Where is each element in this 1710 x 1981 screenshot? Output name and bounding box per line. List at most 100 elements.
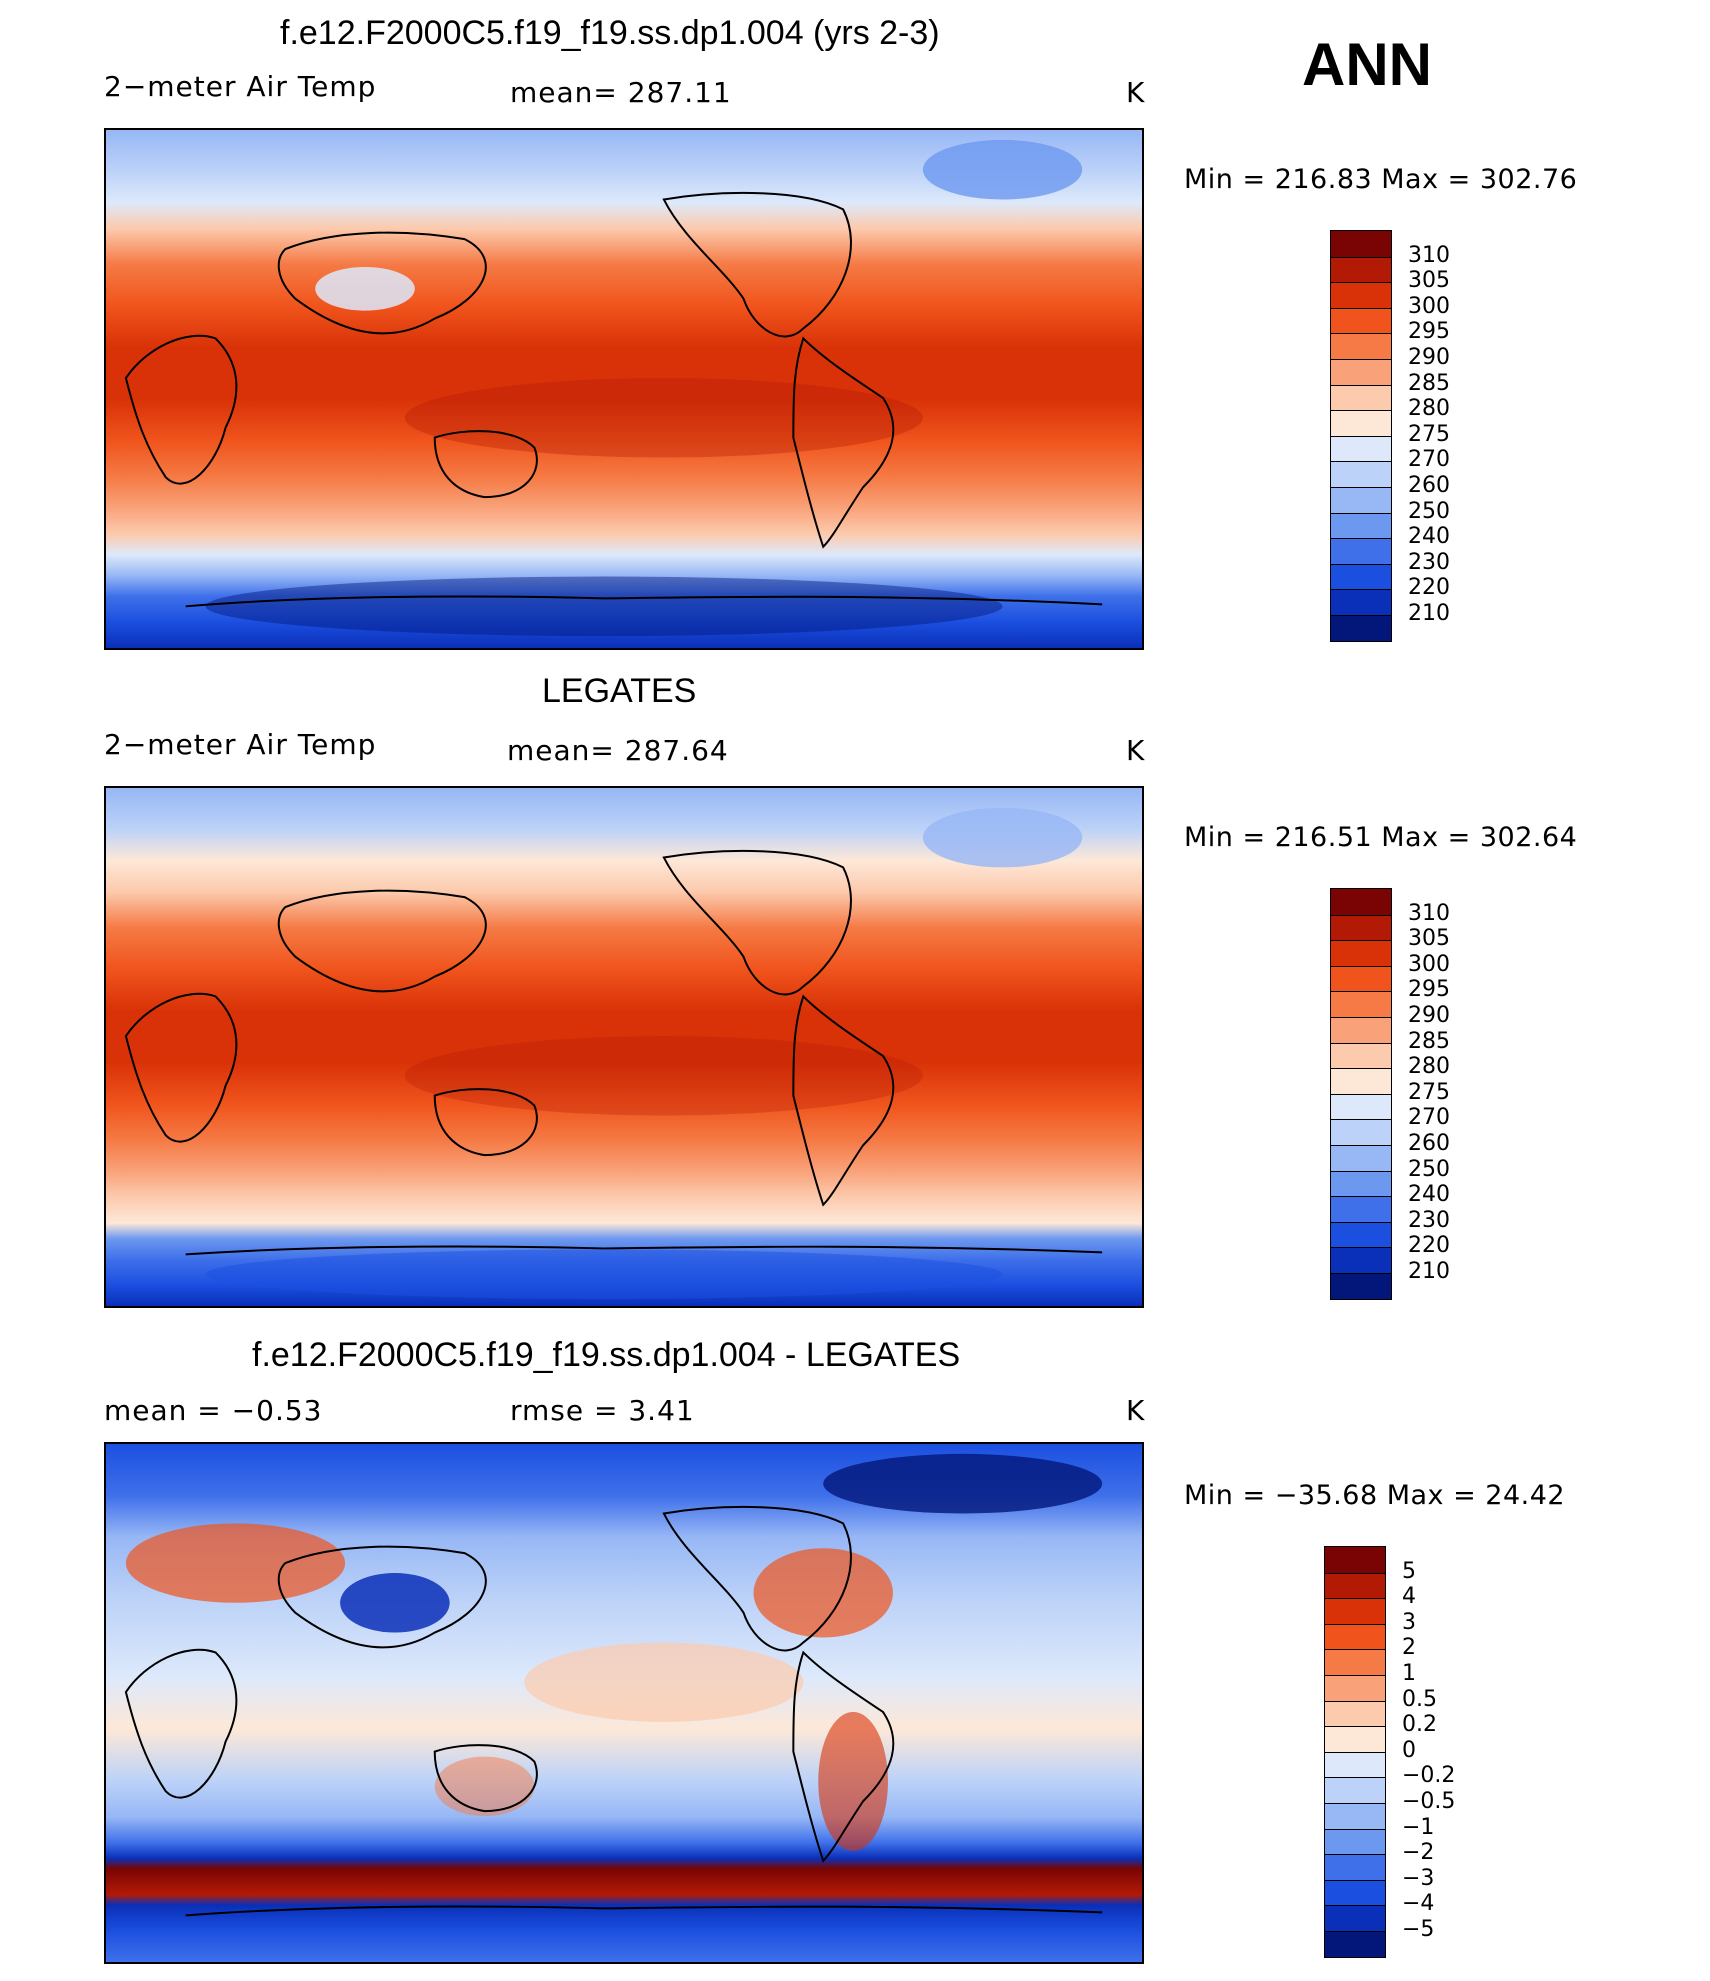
colorbar-swatch [1325,1598,1385,1624]
legend-label: 290 [1408,345,1450,370]
panel1-mean-label: mean= 287.11 [510,76,732,109]
legend-label: −2 [1402,1840,1435,1866]
colorbar-swatch [1331,1068,1391,1094]
legend-label: 250 [1408,1156,1450,1182]
colorbar-swatch [1331,256,1391,283]
legend-label: 210 [1408,1259,1450,1284]
panel1-units-label: K [1126,76,1146,109]
colorbar-swatch [1331,1016,1391,1043]
colorbar-swatch [1331,1272,1391,1299]
panel2-variable-label: 2−meter Air Temp [104,728,377,761]
panel3-colorbar [1324,1546,1386,1958]
panel2-mean-label: mean= 287.64 [507,734,729,767]
colorbar-swatch [1331,282,1391,308]
colorbar-swatch [1325,1879,1385,1906]
legend-label: −4 [1402,1891,1435,1917]
colorbar-swatch [1325,1751,1385,1778]
panel2-map [104,786,1144,1308]
colorbar-swatch [1331,991,1391,1017]
colorbar-swatch [1325,1828,1385,1855]
legend-label: 280 [1408,1054,1450,1080]
legend-label: 1 [1402,1661,1416,1686]
colorbar-swatch [1331,1196,1391,1222]
legend-label: 230 [1408,549,1450,575]
colorbar-swatch [1331,889,1391,915]
legend-label: 310 [1408,900,1450,926]
panel1-map-svg [106,130,1142,648]
colorbar-swatch [1331,435,1391,462]
legend-label: 275 [1408,421,1450,447]
legend-label: 295 [1408,319,1450,345]
colorbar-swatch [1331,940,1391,966]
colorbar-swatch [1331,486,1391,513]
colorbar-swatch [1331,563,1391,590]
colorbar-swatch [1325,1854,1385,1880]
legend-label: 280 [1408,396,1450,422]
panel3-rmse-label: rmse = 3.41 [510,1394,695,1427]
colorbar-swatch [1331,1093,1391,1120]
colorbar-swatch [1325,1802,1385,1829]
panel2-title: LEGATES [542,672,697,710]
colorbar-swatch [1331,461,1391,487]
colorbar-swatch [1325,1623,1385,1650]
panel3-mean-label: mean = −0.53 [104,1394,323,1427]
panel3-units-label: K [1126,1394,1146,1427]
legend-label: −0.5 [1402,1789,1456,1814]
legend-label: 3 [1402,1609,1416,1635]
colorbar-swatch [1325,1777,1385,1803]
panel3-minmax: Min = −35.68 Max = 24.42 [1184,1480,1566,1511]
panel2-map-svg [106,788,1142,1306]
legend-label: 220 [1408,1233,1450,1259]
legend-label: 305 [1408,268,1450,294]
legend-label: 240 [1408,1182,1450,1208]
legend-label: 0 [1402,1737,1416,1763]
colorbar-swatch [1325,1726,1385,1752]
panel1-colorbar [1330,230,1392,642]
panel1-title: f.e12.F2000C5.f19_f19.ss.dp1.004 (yrs 2-… [280,14,940,52]
legend-label: 210 [1408,601,1450,626]
colorbar-swatch [1325,1905,1385,1931]
legend-label: 2 [1402,1635,1416,1661]
colorbar-swatch [1331,1042,1391,1069]
colorbar-swatch [1331,1119,1391,1145]
colorbar-swatch [1325,1572,1385,1599]
colorbar-swatch [1331,1144,1391,1171]
legend-label: 240 [1408,524,1450,550]
legend-label: 260 [1408,1131,1450,1156]
colorbar-swatch [1331,307,1391,334]
colorbar-swatch [1331,538,1391,564]
panel2-minmax: Min = 216.51 Max = 302.64 [1184,822,1578,853]
colorbar-swatch [1331,1221,1391,1248]
colorbar-swatch [1331,358,1391,385]
legend-label: 300 [1408,951,1450,977]
legend-label: 5 [1402,1558,1416,1584]
legend-label: 300 [1408,293,1450,319]
colorbar-swatch [1331,589,1391,615]
panel3-map [104,1442,1144,1964]
colorbar-swatch [1331,1247,1391,1273]
legend-label: 295 [1408,977,1450,1003]
colorbar-swatch [1331,512,1391,539]
legend-label: 0.5 [1402,1686,1437,1712]
colorbar-swatch [1325,1700,1385,1727]
colorbar-swatch [1331,614,1391,641]
colorbar-swatch [1331,965,1391,992]
legend-label: −3 [1402,1865,1435,1891]
legend-label: 285 [1408,1028,1450,1054]
panel3-map-svg [106,1444,1142,1962]
colorbar-swatch [1331,410,1391,436]
colorbar-swatch [1325,1930,1385,1957]
legend-label: 285 [1408,370,1450,396]
panel2-units-label: K [1126,734,1146,767]
colorbar-swatch [1325,1674,1385,1701]
colorbar-swatch [1325,1547,1385,1573]
legend-label: 290 [1408,1003,1450,1028]
legend-label: 305 [1408,926,1450,952]
legend-label: 220 [1408,575,1450,601]
panel1-variable-label: 2−meter Air Temp [104,70,377,103]
colorbar-swatch [1331,384,1391,411]
legend-label: 270 [1408,1105,1450,1131]
season-label: ANN [1302,31,1432,98]
panel1-minmax: Min = 216.83 Max = 302.76 [1184,164,1578,195]
legend-label: −0.2 [1402,1763,1456,1789]
